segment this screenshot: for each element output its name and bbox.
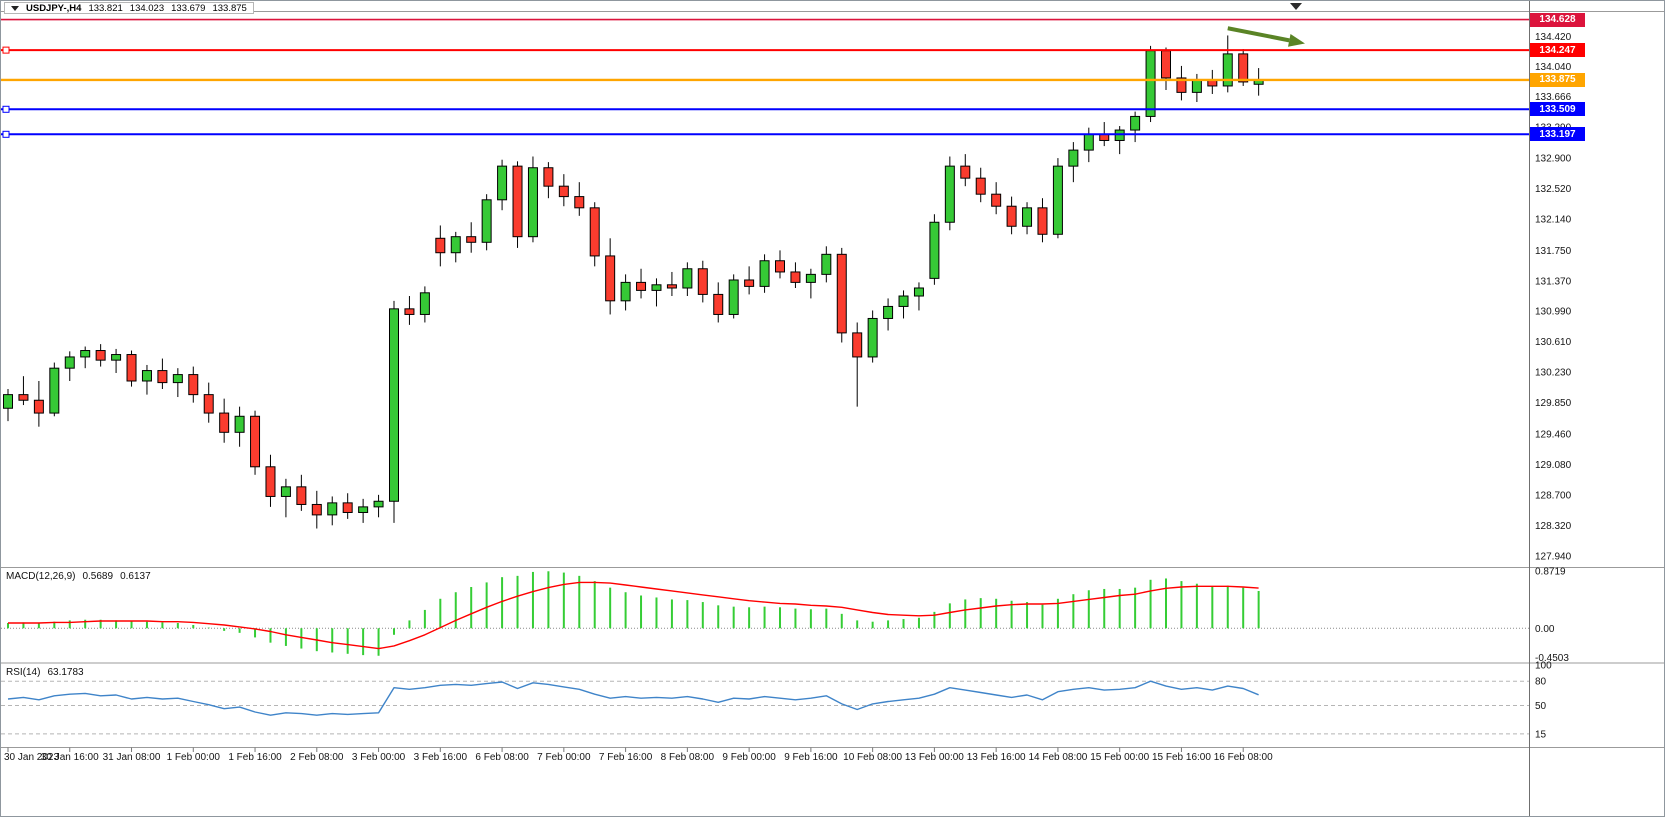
- rsi-current-value: 63.1783: [47, 667, 84, 678]
- svg-text:7 Feb 00:00: 7 Feb 00:00: [537, 752, 591, 763]
- svg-text:130.990: 130.990: [1535, 307, 1572, 318]
- macd-histogram-layer: [7, 571, 1260, 656]
- ohlc-close-value: 133.875: [212, 2, 247, 14]
- hlines-layer: [1, 18, 1529, 138]
- chart-shift-marker-icon: [1290, 3, 1302, 10]
- svg-text:130.610: 130.610: [1535, 337, 1572, 348]
- svg-text:14 Feb 08:00: 14 Feb 08:00: [1028, 752, 1087, 763]
- svg-text:13 Feb 16:00: 13 Feb 16:00: [967, 752, 1026, 763]
- price-badge-bid-line: 133.875: [1530, 72, 1585, 87]
- rsi-indicator-name: RSI(14): [6, 667, 41, 678]
- svg-text:15 Feb 00:00: 15 Feb 00:00: [1090, 752, 1149, 763]
- svg-text:131.370: 131.370: [1535, 276, 1572, 287]
- price-badge-red-line: 134.247: [1530, 43, 1585, 58]
- svg-text:129.080: 129.080: [1535, 460, 1572, 471]
- svg-text:134.040: 134.040: [1535, 62, 1572, 73]
- ohlc-high-value: 134.023: [129, 2, 165, 14]
- symbol-marker-icon: [11, 5, 19, 11]
- svg-text:132.900: 132.900: [1535, 154, 1572, 165]
- svg-text:16 Feb 08:00: 16 Feb 08:00: [1214, 752, 1273, 763]
- svg-text:0.00: 0.00: [1535, 624, 1555, 635]
- trend-arrow-layer: [1227, 26, 1305, 47]
- svg-text:8 Feb 08:00: 8 Feb 08:00: [661, 752, 715, 763]
- macd-signal-layer: [8, 581, 1259, 650]
- svg-text:129.460: 129.460: [1535, 429, 1572, 440]
- macd-panel-label: MACD(12,26,9) 0.5689 0.6137: [6, 571, 151, 582]
- svg-text:10 Feb 08:00: 10 Feb 08:00: [843, 752, 902, 763]
- rsi-line: [7, 680, 1259, 716]
- svg-text:128.320: 128.320: [1535, 521, 1572, 532]
- svg-text:1 Feb 00:00: 1 Feb 00:00: [167, 752, 221, 763]
- ohlc-open-value: 133.821: [88, 2, 123, 14]
- svg-text:130.230: 130.230: [1535, 368, 1572, 379]
- svg-text:80: 80: [1535, 677, 1547, 688]
- svg-text:31 Jan 08:00: 31 Jan 08:00: [103, 752, 161, 763]
- svg-text:30 Jan 2023: 30 Jan 2023: [4, 752, 59, 763]
- svg-text:3 Feb 00:00: 3 Feb 00:00: [352, 752, 406, 763]
- svg-text:30 Jan 16:00: 30 Jan 16:00: [41, 752, 99, 763]
- svg-text:7 Feb 16:00: 7 Feb 16:00: [599, 752, 653, 763]
- svg-text:133.666: 133.666: [1535, 92, 1572, 103]
- svg-text:9 Feb 16:00: 9 Feb 16:00: [784, 752, 838, 763]
- svg-text:131.750: 131.750: [1535, 246, 1572, 257]
- svg-text:13 Feb 00:00: 13 Feb 00:00: [905, 752, 964, 763]
- svg-text:1 Feb 16:00: 1 Feb 16:00: [228, 752, 282, 763]
- svg-text:6 Feb 08:00: 6 Feb 08:00: [475, 752, 529, 763]
- svg-text:134.420: 134.420: [1535, 32, 1572, 43]
- candles-layer: [3, 35, 1264, 529]
- symbol-period-label: USDJPY-,H4: [26, 2, 82, 14]
- svg-text:127.940: 127.940: [1535, 551, 1572, 562]
- line-handle: [2, 46, 10, 54]
- price-badge-crimson-line: 134.628: [1530, 12, 1585, 27]
- shift-marker-layer: [1290, 3, 1302, 10]
- svg-text:100: 100: [1535, 661, 1552, 672]
- axis-text-layer: 134.420134.040133.666133.290132.900132.5…: [4, 32, 1572, 763]
- svg-text:129.850: 129.850: [1535, 398, 1572, 409]
- svg-text:128.700: 128.700: [1535, 490, 1572, 501]
- line-handle: [2, 105, 10, 113]
- price-badge-blue-line-1: 133.509: [1530, 102, 1585, 117]
- svg-text:15 Feb 16:00: 15 Feb 16:00: [1152, 752, 1211, 763]
- line-handle: [2, 130, 10, 138]
- svg-text:0.8719: 0.8719: [1535, 567, 1566, 578]
- svg-text:2 Feb 08:00: 2 Feb 08:00: [290, 752, 344, 763]
- ohlc-low-value: 133.679: [171, 2, 206, 14]
- macd-signal-line: [8, 581, 1259, 650]
- price-badge-blue-line-2: 133.197: [1530, 127, 1585, 142]
- chart-title-box: USDJPY-,H4 133.821 134.023 133.679 133.8…: [4, 2, 254, 14]
- macd-signal-value: 0.6137: [120, 571, 151, 582]
- macd-indicator-name: MACD(12,26,9): [6, 571, 76, 582]
- svg-text:-0.4503: -0.4503: [1535, 653, 1569, 664]
- trend-arrow-shaft: [1227, 26, 1290, 43]
- svg-text:3 Feb 16:00: 3 Feb 16:00: [414, 752, 468, 763]
- trend-arrow-head: [1288, 33, 1305, 47]
- rsi-line-layer: [7, 680, 1259, 716]
- svg-text:50: 50: [1535, 701, 1547, 712]
- macd-main-value: 0.5689: [82, 571, 114, 582]
- svg-text:132.520: 132.520: [1535, 184, 1572, 195]
- svg-text:9 Feb 00:00: 9 Feb 00:00: [722, 752, 776, 763]
- svg-text:15: 15: [1535, 729, 1547, 740]
- rsi-panel-label: RSI(14) 63.1783: [6, 667, 84, 678]
- svg-text:132.140: 132.140: [1535, 215, 1572, 226]
